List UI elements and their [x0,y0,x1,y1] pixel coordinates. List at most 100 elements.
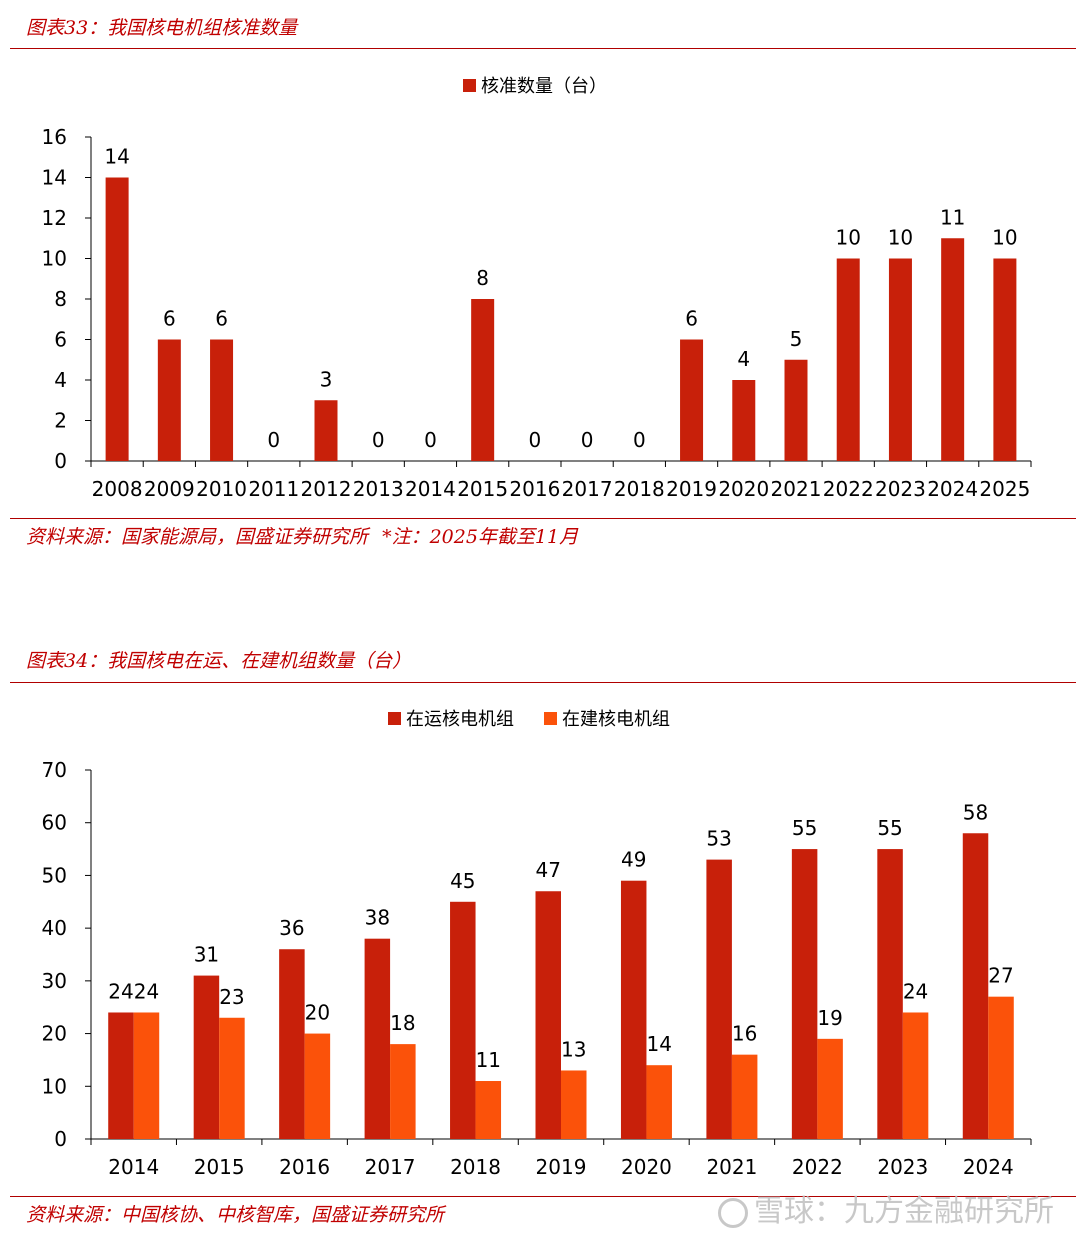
chart1-x-tick-label: 2010 [196,477,247,501]
chart1-bar-0 [314,400,338,461]
chart2-data-label-0: 58 [963,800,988,824]
chart2-legend-label-1: 在建核电机组 [562,709,670,730]
chart2-y-tick-label: 10 [42,1074,67,1098]
chart2-bar-1 [390,1044,416,1139]
chart2-data-label-0: 36 [279,916,304,940]
chart2-bar-0 [620,880,647,1139]
chart1-top-rule [10,48,1076,49]
chart1-x-tick-label: 2008 [92,477,143,501]
chart1-bar-0 [941,238,965,461]
chart2-data-label-1: 14 [646,1032,671,1056]
chart2-data-label-1: 18 [390,1011,415,1035]
chart2-data-label-0: 55 [792,816,817,840]
chart1-data-label-0: 10 [992,226,1017,250]
chart2-bar-0 [450,901,476,1139]
chart1-x-tick-label: 2009 [144,477,195,501]
chart1-bar-0 [210,339,234,461]
chart1-data-label-0: 6 [685,307,698,331]
chart2-x-tick-label: 2020 [621,1155,672,1179]
chart2-data-label-0: 53 [706,827,731,851]
chart1-data-label-0: 8 [476,266,489,290]
chart1-x-tick-label: 2012 [301,477,352,501]
chart2-bar-1 [475,1081,502,1139]
chart2-data-label-0: 38 [365,906,390,930]
chart2-bar-1 [646,1065,672,1139]
chart2-bar-0 [877,849,903,1139]
chart1-y-tick-label: 8 [54,287,67,311]
chart1-x-tick-label: 2024 [927,477,978,501]
chart2-bar-1 [817,1038,843,1139]
chart1-data-label-0: 0 [372,428,385,452]
chart2-data-label-1: 20 [305,1001,330,1025]
chart1-x-tick-label: 2019 [666,477,717,501]
chart2-bottom-rule [10,1196,1076,1197]
chart2-x-tick-label: 2015 [194,1155,245,1179]
chart1-note: *注：2025年截至11月 [382,526,579,548]
chart1-bottom-rule [10,518,1076,519]
chart2-data-label-1: 19 [817,1006,842,1030]
watermark: 雪球：九方金融研究所 [718,1186,1054,1230]
chart2-data-label-1: 24 [134,979,159,1003]
chart2-bar-1 [988,996,1014,1139]
chart2-y-tick-label: 20 [42,1022,67,1046]
chart2-bar-1 [133,1012,160,1139]
chart2-data-label-0: 47 [536,858,561,882]
chart2-x-tick-label: 2024 [963,1155,1014,1179]
chart1-bar-0 [993,258,1017,461]
chart2-data-label-1: 16 [732,1022,757,1046]
chart2-x-tick-label: 2014 [108,1155,159,1179]
chart1-x-tick-label: 2021 [771,477,822,501]
chart2-bar-1 [304,1033,331,1139]
chart2-legend-swatch-1 [544,712,557,725]
chart1-y-tick-label: 16 [42,125,67,149]
chart2-y-tick-label: 30 [42,969,67,993]
chart1-data-label-0: 0 [267,428,280,452]
chart2-x-tick-label: 2019 [536,1155,587,1179]
chart2-top-rule [10,682,1076,683]
chart1-data-label-0: 6 [215,307,228,331]
chart2-bar-1 [219,1017,245,1139]
chart1-bar-0 [732,380,756,461]
chart1-data-label-0: 10 [835,226,860,250]
chart1-x-tick-label: 2013 [353,477,404,501]
chart2-bar-1 [731,1054,758,1139]
chart2-y-tick-label: 40 [42,916,67,940]
chart2-source: 资料来源：中国核协、中核智库，国盛证券研究所 [26,1204,445,1226]
chart2-x-tick-label: 2016 [279,1155,330,1179]
chart1-data-label-0: 4 [737,347,750,371]
chart1-x-tick-label: 2016 [509,477,560,501]
chart1-legend-swatch-0 [463,79,476,92]
chart1-data-label-0: 0 [581,428,594,452]
chart1-x-tick-label: 2020 [718,477,769,501]
chart1-data-label-0: 0 [633,428,646,452]
chart1-bar-0 [471,299,495,461]
chart2-bar-1 [561,1070,587,1139]
chart2-legend-label-0: 在运核电机组 [406,709,514,730]
chart2-x-tick-label: 2023 [877,1155,928,1179]
chart2-data-label-1: 27 [988,964,1013,988]
chart1-x-tick-label: 2017 [562,477,613,501]
chart2-y-tick-label: 70 [42,758,67,782]
chart1-bar-0 [680,339,704,461]
chart1-y-tick-label: 2 [54,409,67,433]
chart2-x-tick-label: 2018 [450,1155,501,1179]
chart1-bar-0 [157,339,181,461]
chart2-legend-swatch-0 [388,712,401,725]
chart1-data-label-0: 5 [790,327,803,351]
chart2-figure-title: 图表34：我国核电在运、在建机组数量（台） [26,650,412,672]
chart1-y-tick-label: 12 [42,206,67,230]
chart1-y-tick-label: 10 [42,247,67,271]
chart2-bar-1 [902,1012,929,1139]
chart2-data-label-0: 45 [450,869,475,893]
chart2-data-label-0: 31 [194,943,219,967]
chart1-y-tick-label: 0 [54,449,67,473]
chart1-bar-0 [888,258,912,461]
chart1-source-text: 资料来源：国家能源局，国盛证券研究所 [26,526,369,548]
chart1-x-tick-label: 2022 [823,477,874,501]
chart1-x-tick-label: 2025 [979,477,1030,501]
chart2-data-label-1: 11 [476,1048,501,1072]
chart2-y-tick-label: 0 [54,1127,67,1151]
chart2-bar-0 [364,938,391,1139]
chart1-x-tick-label: 2014 [405,477,456,501]
